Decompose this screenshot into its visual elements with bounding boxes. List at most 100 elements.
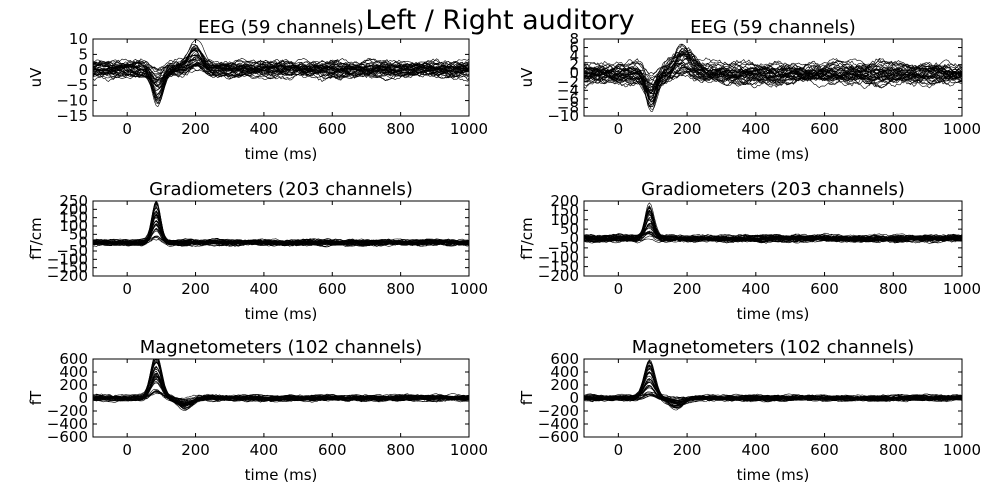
x-tick-label: 600 <box>318 120 347 138</box>
trace-line <box>584 361 962 409</box>
y-tick-label: 250 <box>59 192 88 210</box>
x-axis-label: time (ms) <box>245 305 318 323</box>
y-tick-label: 50 <box>69 225 88 243</box>
trace-line <box>584 67 962 88</box>
trace-line <box>584 67 962 93</box>
trace-line <box>93 59 469 76</box>
y-tick-label: −200 <box>538 267 579 285</box>
y-tick-label: −600 <box>47 428 88 446</box>
y-tick-label: −4 <box>557 81 579 99</box>
x-axis-label: time (ms) <box>737 145 810 163</box>
subplot-title: EEG (59 channels) <box>690 17 856 38</box>
x-axis-label: time (ms) <box>737 466 810 484</box>
y-tick-label: −10 <box>56 92 88 110</box>
figure-title: Left / Right auditory <box>365 5 635 36</box>
traces <box>93 201 469 248</box>
y-tick-label: −2 <box>557 73 579 91</box>
axes-frame <box>92 38 470 117</box>
subplot-title: Magnetometers (102 channels) <box>632 337 915 358</box>
x-tick-label: 1000 <box>450 120 488 138</box>
trace-line <box>584 48 962 101</box>
y-axis-label: fT <box>27 390 45 405</box>
x-tick-label: 800 <box>386 441 415 459</box>
trace-line <box>93 39 469 104</box>
traces <box>584 359 962 411</box>
x-tick-label: 1000 <box>943 280 981 298</box>
subplot-6: 0 200 400 600 800 1000−600−400−2000200400600M… <box>518 337 981 484</box>
x-tick-label: 400 <box>741 280 770 298</box>
y-tick-label: −10 <box>547 107 579 125</box>
trace-line <box>584 67 962 87</box>
x-tick-label: 600 <box>810 441 839 459</box>
trace-line <box>584 53 962 77</box>
x-tick-label: 400 <box>250 280 279 298</box>
x-tick-label: 200 <box>181 120 210 138</box>
y-tick-label: −150 <box>538 258 579 276</box>
x-tick-label: 800 <box>879 280 908 298</box>
x-tick-label: 200 <box>181 441 210 459</box>
y-tick-label: −400 <box>47 415 88 433</box>
x-tick-label: 0 <box>122 441 132 459</box>
y-tick-label: 600 <box>550 350 579 368</box>
x-tick-label: 600 <box>318 441 347 459</box>
y-tick-label: 100 <box>550 211 579 229</box>
trace-line <box>93 49 469 96</box>
y-tick-label: −200 <box>47 402 88 420</box>
trace-line <box>584 231 962 244</box>
x-tick-label: 600 <box>810 280 839 298</box>
trace-line <box>93 44 469 100</box>
trace-line <box>584 227 962 242</box>
y-tick-label: 0 <box>569 389 579 407</box>
x-tick-label: 0 <box>122 280 132 298</box>
trace-line <box>584 62 962 81</box>
subplot-title: EEG (59 channels) <box>198 17 364 38</box>
y-tick-label: −6 <box>557 90 579 108</box>
y-axis-label: uV <box>27 67 45 88</box>
y-tick-label: 400 <box>550 363 579 381</box>
x-tick-label: 800 <box>386 280 415 298</box>
y-tick-label: −100 <box>47 250 88 268</box>
y-axis-label: fT <box>518 390 536 405</box>
y-tick-label: 600 <box>59 350 88 368</box>
x-tick-label: 0 <box>614 280 624 298</box>
y-tick-label: −15 <box>56 107 88 125</box>
trace-line <box>584 222 962 243</box>
y-tick-label: 200 <box>550 376 579 394</box>
y-tick-label: −50 <box>56 242 88 260</box>
y-axis-label: fT/cm <box>27 217 45 259</box>
trace-line <box>93 58 469 73</box>
x-tick-label: 200 <box>673 120 702 138</box>
x-tick-label: 400 <box>250 441 279 459</box>
trace-line <box>93 50 469 89</box>
x-tick-label: 400 <box>741 120 770 138</box>
trace-line <box>584 387 962 402</box>
y-tick-label: 0 <box>78 234 88 252</box>
x-tick-label: 600 <box>810 120 839 138</box>
traces <box>93 39 469 108</box>
axes-frame <box>583 38 963 117</box>
subplot-title: Gradiometers (203 channels) <box>149 179 413 200</box>
x-tick-label: 1000 <box>450 280 488 298</box>
x-tick-label: 0 <box>614 120 624 138</box>
x-tick-label: 600 <box>318 280 347 298</box>
trace-line <box>93 365 469 407</box>
y-tick-label: −200 <box>47 267 88 285</box>
y-tick-label: 6 <box>569 39 579 57</box>
y-tick-label: 4 <box>569 47 579 65</box>
x-tick-label: 400 <box>741 441 770 459</box>
x-tick-label: 1000 <box>943 120 981 138</box>
y-tick-label: 200 <box>550 192 579 210</box>
x-axis-label: time (ms) <box>245 466 318 484</box>
y-tick-label: 0 <box>78 61 88 79</box>
trace-line <box>584 367 962 407</box>
traces <box>584 202 962 244</box>
trace-line <box>93 64 469 92</box>
x-tick-label: 400 <box>250 120 279 138</box>
y-tick-label: 150 <box>550 201 579 219</box>
x-tick-label: 800 <box>879 441 908 459</box>
trace-line <box>584 69 962 89</box>
